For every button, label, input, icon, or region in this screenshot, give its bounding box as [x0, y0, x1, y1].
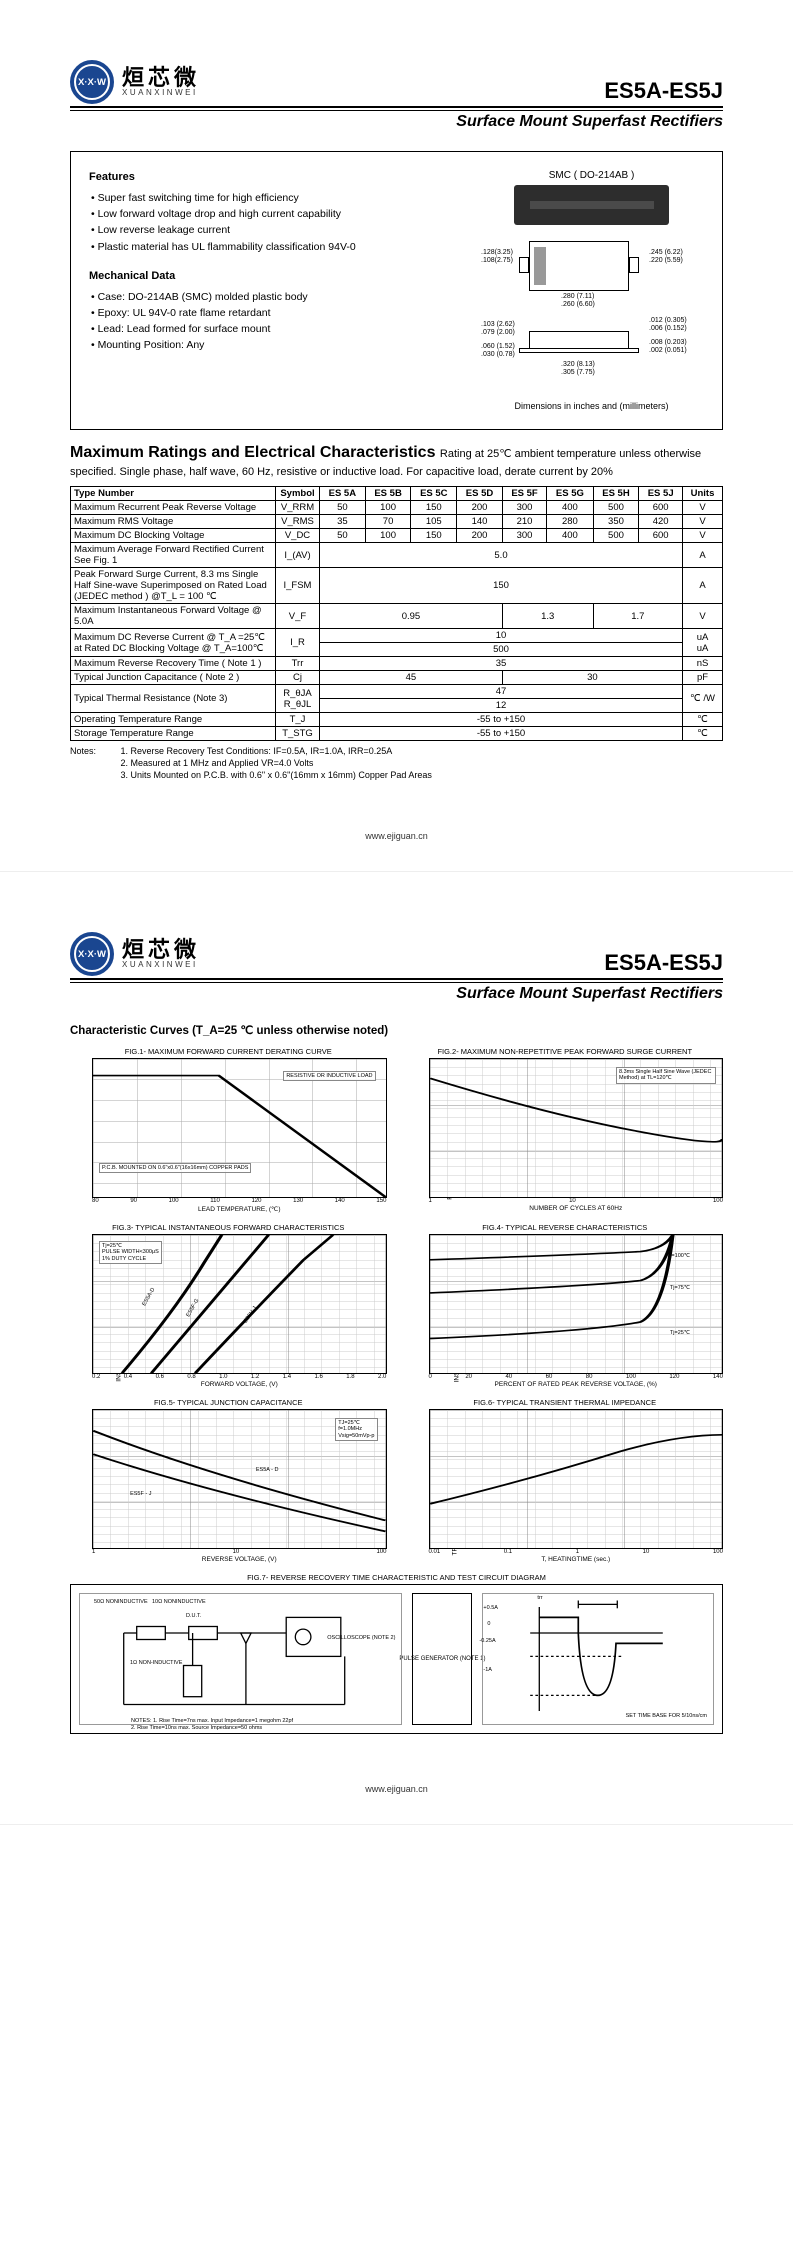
features-list: Super fast switching time for high effic… — [89, 191, 459, 255]
fig1-chart: FIG.1- MAXIMUM FORWARD CURRENT DERATING … — [70, 1047, 387, 1213]
mechdata-item: Case: DO-214AB (SMC) molded plastic body — [91, 290, 459, 305]
package-label: SMC ( DO-214AB ) — [479, 170, 704, 181]
curves-heading: Characteristic Curves (T_A=25 ℃ unless o… — [70, 1023, 723, 1037]
header: X·X·W 烜芯微 XUANXINWEI ES5A-ES5J — [70, 60, 723, 108]
page-1: X·X·W 烜芯微 XUANXINWEI ES5A-ES5J Surface M… — [0, 0, 793, 872]
mechdata-list: Case: DO-214AB (SMC) molded plastic body… — [89, 290, 459, 354]
dimensions-note: Dimensions in inches and (millimeters) — [479, 401, 704, 411]
feature-item: Low forward voltage drop and high curren… — [91, 207, 459, 222]
subtitle: Surface Mount Superfast Rectifiers — [70, 982, 723, 1003]
fig5-chart: FIG.5- TYPICAL JUNCTION CAPACITANCE JUNC… — [70, 1398, 387, 1563]
footer-url: www.ejiguan.cn — [70, 1784, 723, 1794]
logo-icon: X·X·W — [70, 60, 114, 104]
ratings-title: Maximum Ratings and Electrical Character… — [70, 444, 435, 461]
subtitle: Surface Mount Superfast Rectifiers — [70, 110, 723, 131]
footer-url: www.ejiguan.cn — [70, 831, 723, 841]
part-number: ES5A-ES5J — [604, 950, 723, 976]
fig7-chart: FIG.7- REVERSE RECOVERY TIME CHARACTERIS… — [70, 1573, 723, 1734]
fig3-chart: FIG.3- TYPICAL INSTANTANEOUS FORWARD CHA… — [70, 1223, 387, 1388]
logo-cn-text: 烜芯微 — [122, 939, 200, 961]
feature-item: Super fast switching time for high effic… — [91, 191, 459, 206]
overview-box: Features Super fast switching time for h… — [70, 151, 723, 430]
mechdata-heading: Mechanical Data — [89, 269, 459, 285]
fig2-chart: FIG.2- MAXIMUM NON-REPETITIVE PEAK FORWA… — [407, 1047, 724, 1213]
logo-cn-text: 烜芯微 — [122, 67, 200, 89]
mechdata-item: Epoxy: UL 94V-0 rate flame retardant — [91, 306, 459, 321]
page-2: X·X·W 烜芯微 XUANXINWEI ES5A-ES5J Surface M… — [0, 872, 793, 1825]
ratings-intro: Maximum Ratings and Electrical Character… — [70, 444, 723, 480]
feature-item: Low reverse leakage current — [91, 223, 459, 238]
header: X·X·W 烜芯微 XUANXINWEI ES5A-ES5J — [70, 932, 723, 980]
feature-item: Plastic material has UL flammability cla… — [91, 240, 459, 255]
ratings-notes: Notes: 1. Reverse Recovery Test Conditio… — [70, 745, 723, 781]
fig4-chart: FIG.4- TYPICAL REVERSE CHARACTERISTICS I… — [407, 1223, 724, 1388]
features-heading: Features — [89, 170, 459, 186]
package-3d-icon — [514, 185, 669, 225]
logo-icon: X·X·W — [70, 932, 114, 976]
logo-block: X·X·W 烜芯微 XUANXINWEI — [70, 932, 200, 976]
mechdata-item: Mounting Position: Any — [91, 338, 459, 353]
package-drawing: SMC ( DO-214AB ) .128(3.25) .108(2.75) .… — [479, 170, 704, 411]
logo-en-text: XUANXINWEI — [122, 89, 200, 97]
fig6-chart: FIG.6- TYPICAL TRANSIENT THERMAL IMPEDAN… — [407, 1398, 724, 1563]
logo-en-text: XUANXINWEI — [122, 961, 200, 969]
fig7-notes: NOTES: 1. Rise Time=7ns max. Input Imped… — [131, 1718, 293, 1731]
ratings-table: Type Number Symbol ES 5AES 5BES 5CES 5D … — [70, 486, 723, 741]
mechdata-item: Lead: Lead formed for surface mount — [91, 322, 459, 337]
logo-block: X·X·W 烜芯微 XUANXINWEI — [70, 60, 200, 104]
charts-grid: FIG.1- MAXIMUM FORWARD CURRENT DERATING … — [70, 1047, 723, 1734]
part-number: ES5A-ES5J — [604, 78, 723, 104]
